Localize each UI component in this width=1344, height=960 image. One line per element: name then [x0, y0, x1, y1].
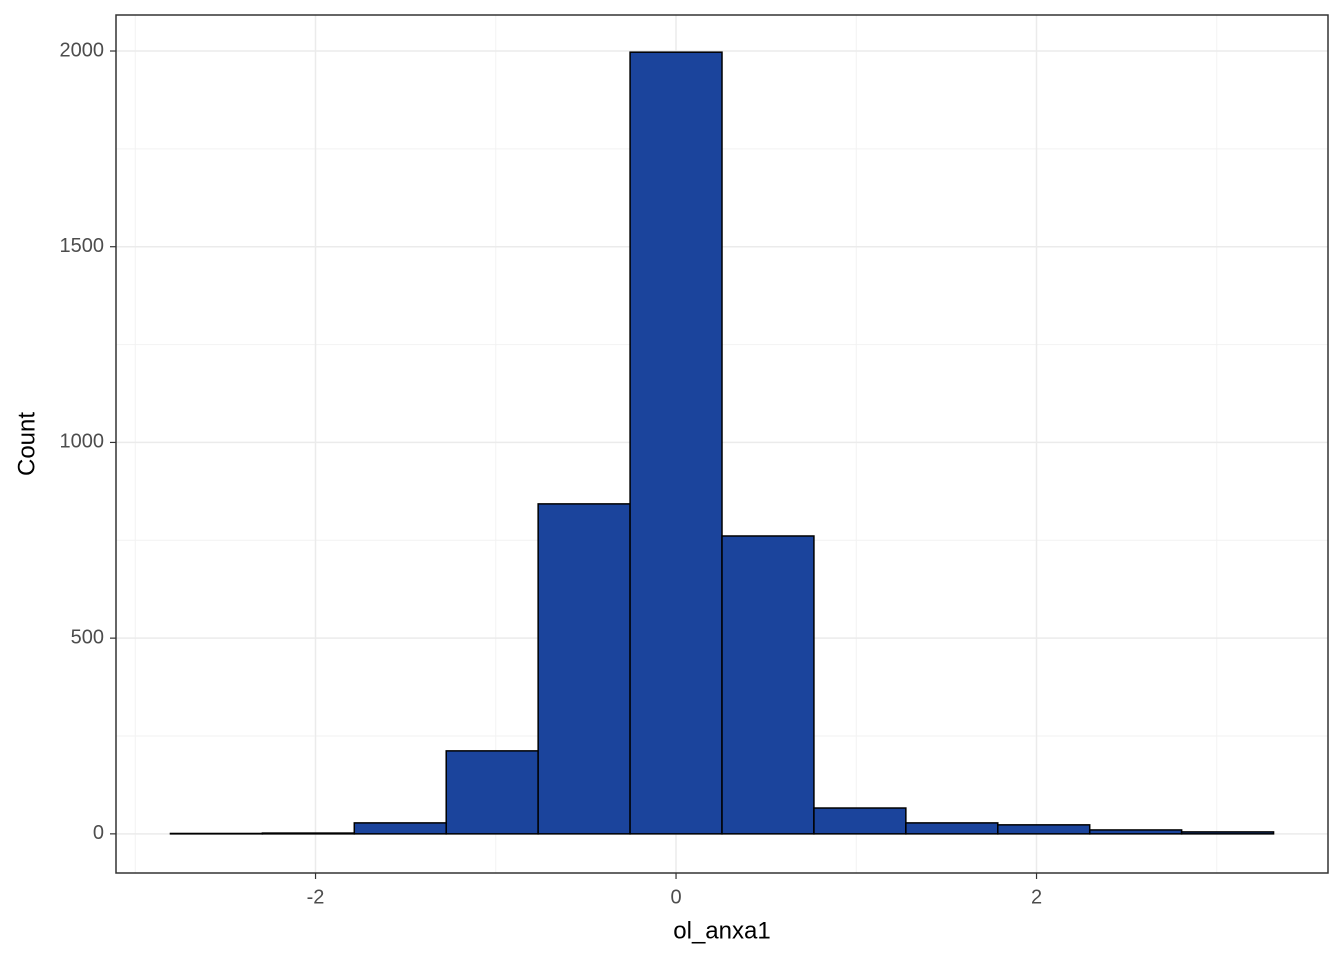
- bar: [1088, 829, 1183, 835]
- bar: [813, 807, 907, 835]
- x-axis-title: ol_anxa1: [673, 917, 770, 944]
- bar: [905, 822, 999, 835]
- y-tick-label: 500: [71, 626, 104, 648]
- bar: [261, 832, 356, 835]
- bar: [1180, 831, 1275, 835]
- bar: [629, 51, 723, 835]
- x-tick-label: 0: [670, 886, 681, 908]
- x-tick-label: -2: [307, 886, 325, 908]
- y-tick-label: 2000: [60, 39, 105, 61]
- y-tick-label: 0: [93, 822, 104, 844]
- y-tick-label: 1500: [60, 235, 105, 257]
- y-axis-title: Count: [13, 412, 40, 476]
- bar: [721, 535, 815, 835]
- y-tick-label: 1000: [60, 431, 105, 453]
- bar: [353, 822, 447, 835]
- panel-border: [115, 14, 1329, 874]
- bar: [997, 824, 1091, 835]
- bar: [445, 750, 539, 835]
- x-tick-label: 2: [1031, 886, 1042, 908]
- bar: [537, 503, 631, 835]
